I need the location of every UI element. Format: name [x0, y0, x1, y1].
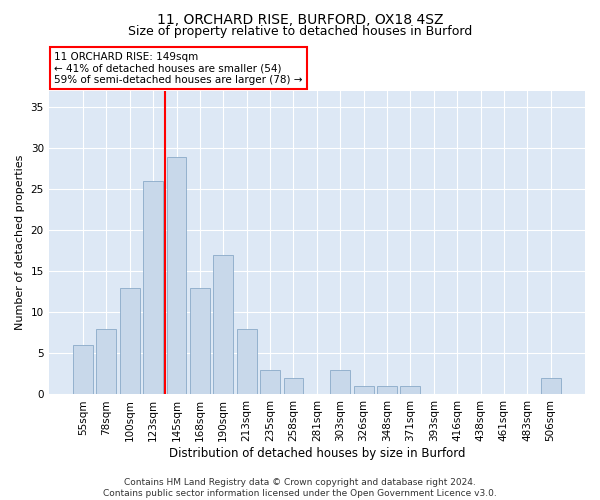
Bar	[353, 386, 374, 394]
Text: 11 ORCHARD RISE: 149sqm
← 41% of detached houses are smaller (54)
59% of semi-de: 11 ORCHARD RISE: 149sqm ← 41% of detache…	[54, 52, 302, 85]
Bar	[73, 345, 93, 395]
Bar	[330, 370, 350, 394]
Bar	[190, 288, 210, 395]
Bar	[541, 378, 560, 394]
Bar	[237, 329, 257, 394]
Bar	[260, 370, 280, 394]
X-axis label: Distribution of detached houses by size in Burford: Distribution of detached houses by size …	[169, 447, 465, 460]
Bar	[143, 181, 163, 394]
Bar	[167, 156, 187, 394]
Bar	[284, 378, 304, 394]
Text: Size of property relative to detached houses in Burford: Size of property relative to detached ho…	[128, 25, 472, 38]
Bar	[120, 288, 140, 395]
Text: Contains HM Land Registry data © Crown copyright and database right 2024.
Contai: Contains HM Land Registry data © Crown c…	[103, 478, 497, 498]
Bar	[400, 386, 421, 394]
Text: 11, ORCHARD RISE, BURFORD, OX18 4SZ: 11, ORCHARD RISE, BURFORD, OX18 4SZ	[157, 12, 443, 26]
Bar	[214, 255, 233, 394]
Bar	[97, 329, 116, 394]
Bar	[377, 386, 397, 394]
Y-axis label: Number of detached properties: Number of detached properties	[15, 155, 25, 330]
